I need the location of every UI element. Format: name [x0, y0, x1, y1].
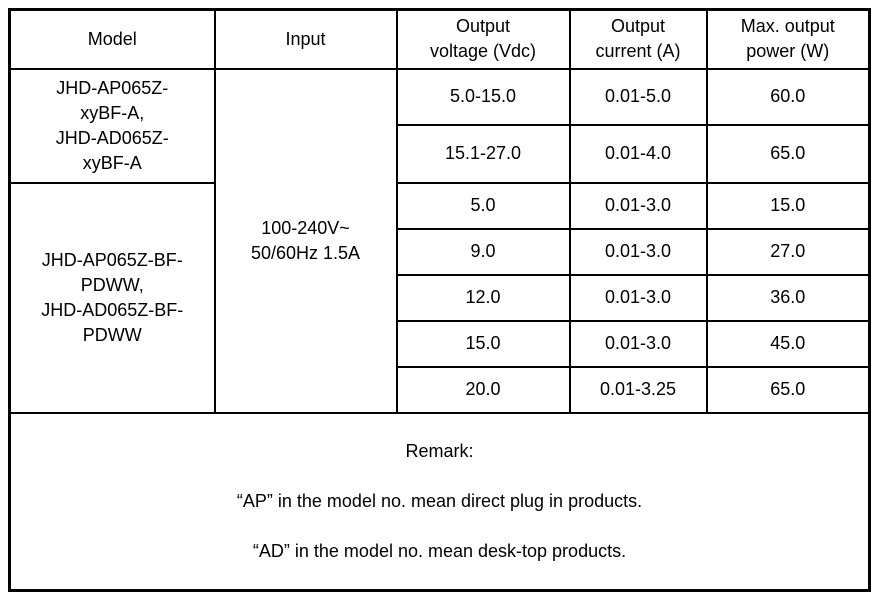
header-model: Model: [8, 8, 216, 70]
model-group-2-cell: JHD-AP065Z-BF- PDWW, JHD-AD065Z-BF- PDWW: [8, 181, 216, 414]
header-output-voltage: Output voltage (Vdc): [395, 8, 571, 70]
table-row: 15.0 0.01-3.0 45.0: [10, 319, 871, 368]
voltage-cell: 5.0-15.0: [395, 67, 571, 126]
remark-title: Remark:: [405, 440, 474, 461]
table-row: JHD-AP065Z-BF- PDWW, JHD-AD065Z-BF- PDWW…: [8, 181, 871, 414]
voltage-cell: 20.0: [395, 365, 571, 414]
current-cell: 0.01-3.0: [568, 273, 708, 322]
remark-row: Remark: “AP” in the model no. mean direc…: [8, 411, 871, 591]
current-cell: 0.01-3.25: [568, 365, 708, 414]
current-cell: 0.01-5.0: [568, 67, 708, 126]
table-row: JHD-AP065Z- xyBF-A, JHD-AD065Z- xyBF-A 1…: [8, 67, 871, 414]
table-row: 9.0 0.01-3.0 27.0: [10, 227, 871, 276]
power-cell: 60.0: [705, 67, 871, 126]
voltage-cell: 15.1-27.0: [395, 123, 571, 184]
header-input: Input: [213, 8, 398, 70]
input-value-cell: 100-240V~ 50/60Hz 1.5A: [213, 67, 398, 414]
voltage-cell: 12.0: [395, 273, 571, 322]
voltage-cell: 9.0: [395, 227, 571, 276]
remark-line-ad: “AD” in the model no. mean desk-top prod…: [252, 540, 627, 561]
remark-line-ap: “AP” in the model no. mean direct plug i…: [236, 490, 643, 511]
current-cell: 0.01-4.0: [568, 123, 708, 184]
power-cell: 15.0: [705, 181, 871, 230]
table-header-row: Model Input Output voltage (Vdc) Output …: [8, 8, 871, 70]
table-row: 12.0 0.01-3.0 36.0: [10, 273, 871, 322]
power-cell: 27.0: [705, 227, 871, 276]
remark-cell: Remark: “AP” in the model no. mean direc…: [8, 411, 871, 591]
current-cell: 0.01-3.0: [568, 319, 708, 368]
header-output-current: Output current (A): [568, 8, 708, 70]
power-cell: 65.0: [705, 123, 871, 184]
current-cell: 0.01-3.0: [568, 227, 708, 276]
power-cell: 36.0: [705, 273, 871, 322]
table-row: 15.1-27.0 0.01-4.0 65.0: [10, 123, 871, 184]
voltage-cell: 15.0: [395, 319, 571, 368]
power-cell: 45.0: [705, 319, 871, 368]
power-spec-table: Model Input Output voltage (Vdc) Output …: [8, 8, 871, 592]
voltage-cell: 5.0: [395, 181, 571, 230]
current-cell: 0.01-3.0: [568, 181, 708, 230]
header-max-output-power: Max. output power (W): [705, 8, 871, 70]
model-group-1-cell: JHD-AP065Z- xyBF-A, JHD-AD065Z- xyBF-A: [8, 67, 216, 184]
power-cell: 65.0: [705, 365, 871, 414]
table-row: 20.0 0.01-3.25 65.0: [10, 365, 871, 414]
